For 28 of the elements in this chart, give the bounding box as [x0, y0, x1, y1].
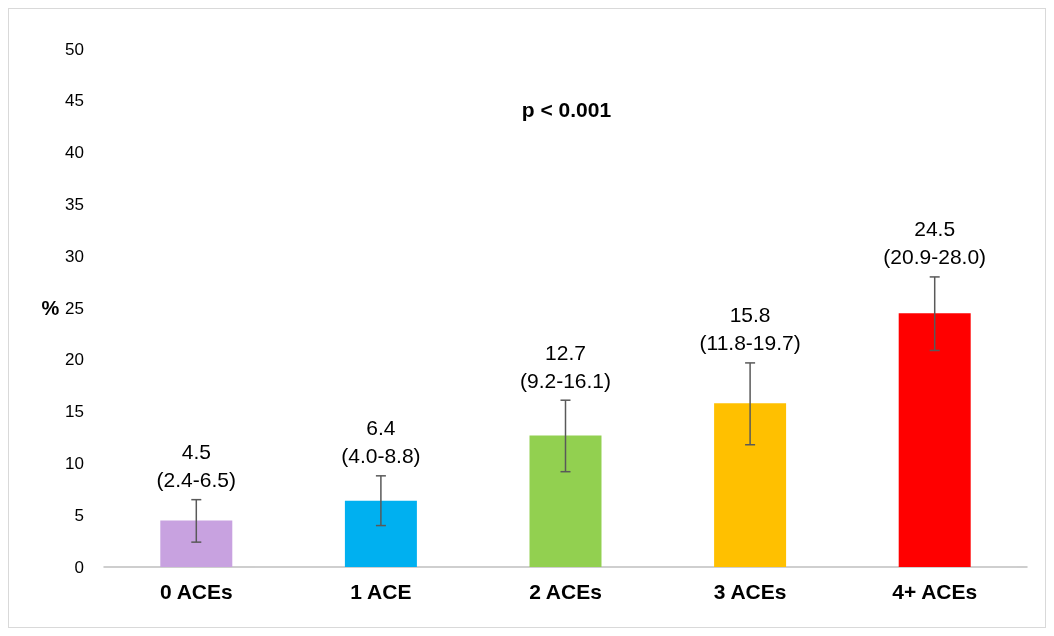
- bar: [898, 313, 971, 567]
- bar: [344, 500, 417, 567]
- x-tick-label: 1 ACE: [350, 580, 412, 603]
- bar: [160, 520, 233, 567]
- y-tick-label: 30: [65, 246, 84, 266]
- y-tick-label: 40: [65, 143, 84, 163]
- y-tick-label: 10: [65, 453, 84, 473]
- y-tick-label: 20: [65, 350, 84, 370]
- x-tick-label: 0 ACEs: [159, 580, 233, 603]
- bar: [714, 403, 787, 567]
- data-label: 6.4 (4.0-8.8): [341, 416, 421, 468]
- x-tick-label: 2 ACEs: [529, 580, 602, 603]
- y-tick-label: 15: [65, 402, 84, 422]
- x-tick-label: 4+ ACEs: [892, 580, 978, 603]
- data-label: 15.8 (11.8-19.7): [699, 303, 801, 355]
- y-tick-label: 5: [74, 505, 84, 525]
- y-tick-label: 35: [65, 194, 84, 214]
- y-tick-label: 0: [74, 557, 84, 577]
- data-label: 12.7 (9.2-16.1): [519, 340, 612, 392]
- y-axis-title: %: [41, 297, 60, 319]
- annotation: p < 0.001: [521, 97, 612, 121]
- y-tick-label: 45: [65, 91, 84, 111]
- bar: [529, 435, 602, 567]
- x-tick-label: 3 ACEs: [713, 580, 787, 603]
- data-label: 24.5 (20.9-28.0): [883, 217, 987, 269]
- y-tick-label: 50: [65, 39, 84, 59]
- y-tick-label: 25: [65, 298, 84, 318]
- data-label: 4.5 (2.4-6.5): [156, 440, 236, 492]
